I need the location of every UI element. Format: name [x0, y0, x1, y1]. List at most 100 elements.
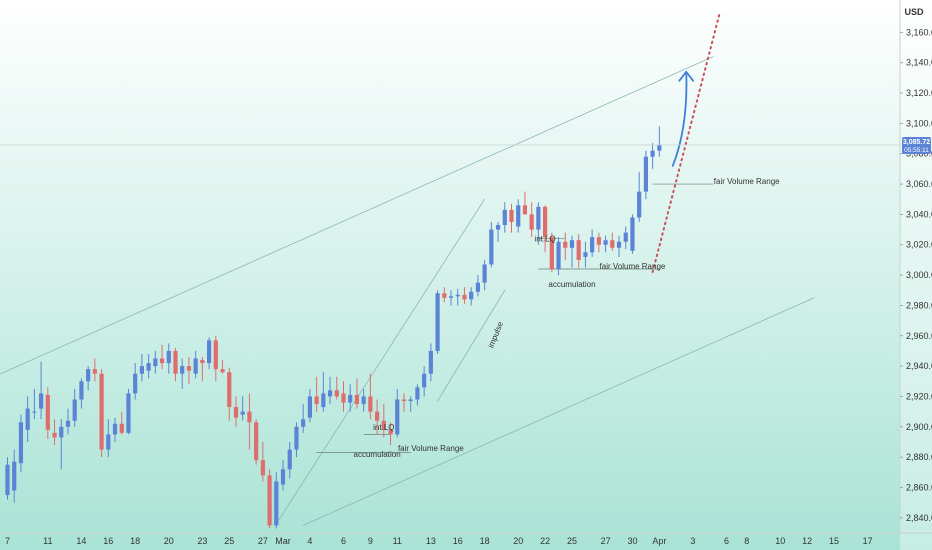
candle	[227, 367, 232, 421]
x-tick-label: 9	[368, 536, 373, 546]
candle	[543, 205, 548, 253]
y-tick-label: 3,120.00	[906, 88, 932, 98]
candle	[630, 214, 635, 254]
candle-body	[348, 394, 353, 403]
candle	[86, 366, 91, 391]
x-tick-label: 7	[5, 536, 10, 546]
candle-body	[462, 294, 467, 300]
y-tick-label: 2,960.00	[906, 331, 932, 341]
candle-body	[341, 393, 346, 403]
candle	[549, 232, 554, 273]
candle-body	[294, 426, 299, 450]
candle	[576, 234, 581, 268]
candle-body	[576, 240, 581, 260]
candle	[65, 408, 71, 435]
candle	[482, 259, 487, 291]
candle	[469, 287, 474, 306]
candle	[435, 290, 440, 354]
x-tick-label: 11	[393, 536, 402, 546]
candle-body	[549, 237, 554, 270]
candle	[623, 226, 628, 250]
candle	[516, 199, 521, 233]
candle	[610, 232, 615, 251]
candle-body	[643, 156, 648, 192]
x-tick-label: 13	[426, 536, 436, 546]
candle-body	[630, 217, 635, 251]
candle-body	[92, 369, 97, 374]
candle	[200, 357, 205, 382]
candle	[173, 347, 178, 382]
candle-body	[603, 240, 608, 245]
candles-layer	[5, 126, 662, 529]
x-tick-label: 16	[103, 536, 113, 546]
candle	[260, 441, 265, 482]
candle-body	[657, 144, 662, 151]
candle-body	[563, 241, 568, 248]
candle-body	[112, 423, 118, 435]
candle	[213, 335, 218, 382]
y-tick-label: 3,140.00	[906, 58, 932, 68]
candle-body	[45, 394, 50, 430]
candle	[180, 358, 185, 389]
candle-body	[395, 399, 400, 435]
x-tick-label: 10	[775, 536, 785, 546]
x-tick-label: Mar	[275, 536, 291, 546]
candle	[361, 388, 366, 412]
candle-body	[247, 411, 252, 423]
candle	[59, 419, 64, 470]
candle-body	[159, 358, 165, 364]
x-tick-label: 3	[690, 536, 695, 546]
y-tick-label: 3,060.00	[906, 179, 932, 189]
candle	[563, 232, 568, 260]
x-tick-label: 27	[601, 536, 611, 546]
current-price-badge-bg	[902, 137, 931, 155]
candle-body	[240, 411, 245, 415]
candle-body	[650, 150, 655, 157]
candle-body	[489, 229, 494, 265]
candle-body	[596, 237, 601, 245]
candle	[45, 387, 50, 439]
candle-body	[274, 481, 279, 526]
candle-body	[522, 205, 528, 215]
candle-body	[442, 293, 447, 298]
candle-body	[388, 429, 393, 435]
candle	[637, 171, 642, 222]
candle	[475, 275, 480, 297]
x-tick-label: 15	[829, 536, 839, 546]
price-axis-background	[900, 0, 932, 550]
candle-body	[153, 358, 158, 367]
candle-body	[455, 294, 460, 297]
x-tick-label: 8	[744, 536, 749, 546]
candle-body	[79, 381, 84, 400]
x-tick-label: 4	[307, 536, 312, 546]
trendline-channel-lower	[302, 297, 815, 526]
candle-body	[126, 393, 131, 433]
candle	[556, 237, 561, 276]
candle	[25, 396, 30, 442]
annotation-label: int.LQ	[373, 423, 394, 432]
y-tick-label: 2,940.00	[906, 361, 932, 371]
candle-body	[52, 432, 57, 438]
candle-body	[354, 394, 360, 405]
candle-body	[623, 232, 628, 242]
candle	[603, 235, 608, 253]
candle	[643, 150, 648, 200]
x-tick-label: 12	[802, 536, 812, 546]
candle	[254, 419, 259, 465]
price-axis[interactable]	[899, 0, 932, 550]
candle-body	[610, 240, 615, 248]
candle-body	[200, 360, 205, 364]
candle-body	[193, 358, 198, 374]
candle-body	[32, 411, 37, 413]
candle-body	[637, 191, 642, 218]
y-tick-label: 2,980.00	[906, 300, 932, 310]
y-tick-label: 3,000.00	[906, 270, 932, 280]
candle-body	[106, 434, 111, 450]
candle-body	[180, 366, 185, 374]
candle	[307, 388, 312, 423]
candle-body	[267, 475, 272, 526]
candle	[569, 235, 575, 268]
candle	[650, 143, 655, 169]
